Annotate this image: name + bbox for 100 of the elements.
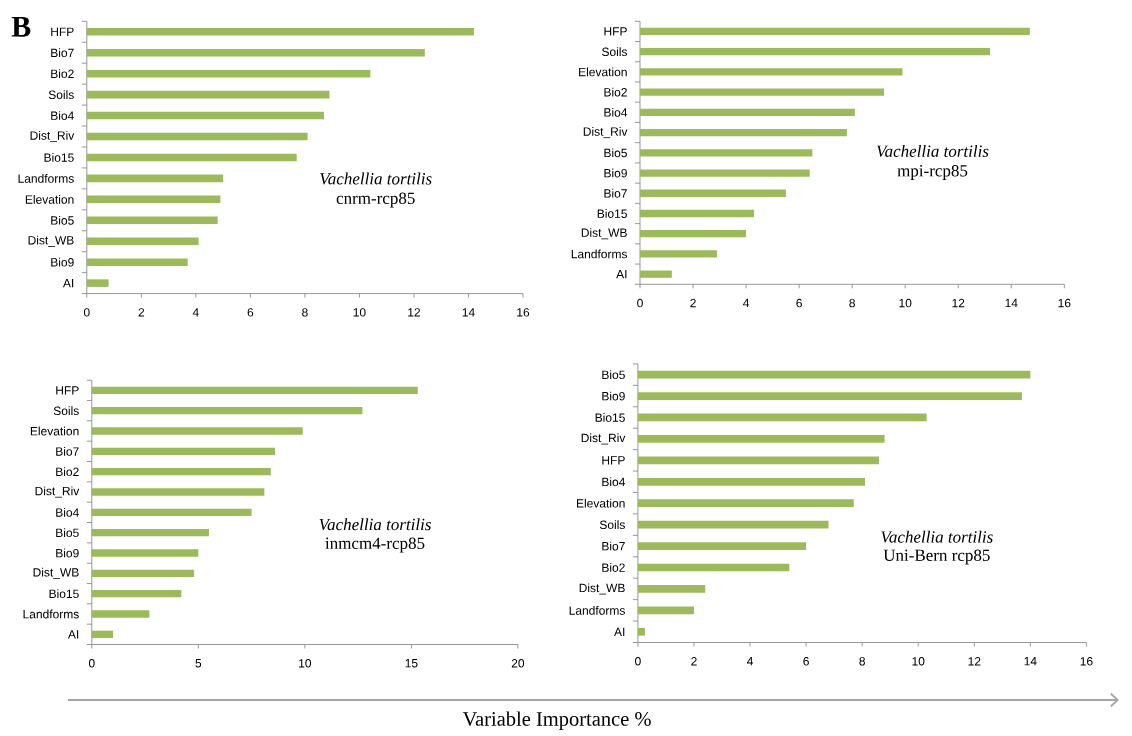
x-tick-label: 16 (517, 308, 530, 317)
bar (640, 149, 813, 157)
y-tick-label: Landforms (569, 605, 625, 615)
x-tick-label: 8 (302, 308, 308, 317)
text: mpi-rcp85 (897, 165, 968, 180)
bar (86, 174, 224, 183)
x-tick-label: 8 (859, 657, 865, 666)
bar (637, 413, 927, 422)
bar (637, 435, 885, 443)
text: Vachellia tortilis (881, 530, 993, 543)
bar (86, 69, 371, 78)
y-tick-label: HFP (51, 27, 74, 36)
text: cnrm-rcp85 (336, 192, 415, 208)
text: B (11, 16, 31, 37)
y-tick-label: Landforms (571, 249, 628, 259)
x-tick-label: 6 (247, 308, 254, 317)
bar (91, 590, 182, 598)
y-tick-label: Elevation (577, 498, 625, 508)
y-tick-label: Bio2 (604, 87, 627, 97)
bar (637, 585, 706, 593)
bar (86, 28, 474, 36)
bar (637, 606, 694, 615)
y-tick-label: Dist_Riv (583, 127, 628, 139)
y-tick-label: Bio9 (604, 168, 627, 178)
y-tick-label: Bio4 (602, 477, 626, 487)
x-tick-label: 10 (912, 657, 925, 666)
bar (637, 542, 807, 550)
bar (637, 392, 1022, 400)
y-tick-label: Bio4 (604, 107, 628, 117)
y-tick-label: Soils (602, 47, 628, 57)
text: Uni-Bern rcp85 (883, 549, 990, 565)
y-tick-label: AI (62, 279, 74, 288)
bar (91, 630, 114, 638)
text: Vachellia tortilis (876, 144, 989, 158)
bar (86, 279, 109, 287)
y-tick-label: Landforms (23, 609, 79, 619)
y-tick-label: Bio15 (44, 153, 74, 162)
y-tick-label: Elevation (25, 194, 74, 204)
x-tick-label: 14 (1024, 657, 1037, 666)
x-tick-label: 12 (952, 298, 965, 308)
bar (640, 209, 755, 218)
x-tick-label: 10 (353, 308, 366, 317)
bar (640, 108, 855, 116)
x-tick-label: 6 (796, 298, 802, 308)
bar (86, 237, 199, 245)
y-tick-label: Dist_Riv (30, 130, 75, 143)
bar (640, 48, 991, 56)
bar (640, 88, 884, 96)
bar (640, 270, 672, 278)
bar (640, 169, 810, 177)
bar (91, 386, 418, 395)
bar (91, 468, 271, 476)
y-tick-label: Bio5 (56, 528, 79, 538)
y-tick-label: Bio4 (51, 111, 74, 120)
bar (637, 563, 790, 572)
bar (637, 370, 1031, 379)
x-tick-label: 0 (83, 308, 90, 317)
y-tick-label: Bio7 (56, 446, 79, 456)
bar (637, 520, 829, 529)
bar (640, 230, 747, 238)
y-tick-label: AI (67, 630, 79, 639)
y-tick-label: Bio15 (597, 209, 627, 218)
y-tick-label: Bio5 (602, 370, 625, 380)
y-tick-label: Dist_WB (28, 235, 74, 247)
y-tick-label: Dist_WB (33, 567, 79, 579)
bar (91, 529, 209, 537)
text: Vachellia tortilis (319, 518, 431, 531)
y-tick-label: Dist_WB (579, 583, 625, 595)
y-tick-label: Bio9 (602, 391, 625, 401)
y-tick-label: Bio15 (595, 413, 625, 422)
x-tick-label: 15 (405, 659, 418, 668)
x-tick-label: 2 (138, 308, 145, 317)
y-tick-label: Dist_WB (581, 228, 627, 240)
bar (86, 153, 297, 162)
bar (91, 508, 252, 517)
y-tick-label: Elevation (30, 426, 79, 436)
bar (640, 128, 847, 137)
y-tick-label: AI (616, 270, 627, 279)
y-tick-label: AI (614, 627, 625, 636)
x-tick-label: 10 (299, 659, 312, 668)
y-tick-label: Bio5 (604, 148, 627, 158)
bar (637, 477, 865, 486)
y-tick-label: Dist_Riv (581, 433, 626, 445)
bar (640, 189, 786, 197)
x-tick-label: 2 (690, 298, 696, 308)
x-tick-label: 4 (746, 657, 754, 666)
bar (91, 447, 276, 456)
x-tick-label: 14 (1005, 298, 1018, 308)
text: Vachellia tortilis (320, 172, 432, 185)
y-tick-label: Bio7 (602, 541, 625, 551)
bar (86, 258, 188, 266)
y-tick-label: Bio7 (51, 48, 74, 58)
bar (86, 195, 221, 204)
bar (86, 216, 218, 225)
x-tick-label: 8 (849, 298, 855, 308)
bar (91, 488, 265, 496)
x-tick-label: 4 (743, 298, 750, 308)
bar (640, 27, 1030, 36)
bar (91, 549, 199, 557)
x-tick-label: 12 (408, 308, 421, 317)
